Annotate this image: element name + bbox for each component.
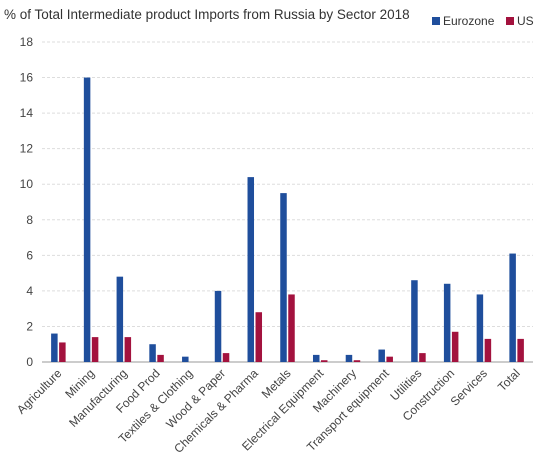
x-tick-label-agriculture: Agriculture [14,366,65,417]
y-tick-label-10: 10 [20,177,34,191]
bar-us-wood-and-paper [222,353,230,362]
bar-us-metals [288,294,295,362]
bar-eurozone-machinery [345,354,353,362]
bar-us-agriculture [59,342,66,362]
bar-eurozone-mining [83,77,91,363]
bar-us-manufacturing [124,337,132,362]
bar-us-total [517,338,524,362]
bar-us-utilities [419,353,426,362]
bar-eurozone-metals [280,193,287,362]
y-tick-label-6: 6 [26,248,33,262]
legend-swatch-us [506,17,514,25]
bar-eurozone-utilities [411,280,418,362]
y-tick-label-0: 0 [26,355,33,369]
bar-eurozone-transport-equipment [378,349,385,362]
y-tick-label-4: 4 [26,284,33,298]
gridlines [42,41,533,363]
bar-us-services [484,338,492,362]
legend-label-eurozone: Eurozone [443,14,495,28]
bar-eurozone-wood-and-paper [214,290,222,362]
y-tick-label-16: 16 [20,71,34,85]
bar-eurozone-total [509,253,516,362]
bar-us-mining [91,337,99,362]
bar-eurozone-services [476,294,484,362]
bar-us-chemicals-and-pharma [255,312,263,362]
bar-us-machinery [353,360,361,362]
bar-eurozone-textiles-and-clothing [182,356,189,362]
bar-us-electrical-equipment [320,360,328,362]
bar-eurozone-manufacturing [116,276,124,362]
y-tick-label-18: 18 [20,35,34,49]
bar-us-food-prod [157,354,164,362]
bar-eurozone-agriculture [51,333,58,362]
x-tick-label-services: Services [448,366,490,408]
y-axis: 0 2 4 6 8 10 12 14 16 18 [20,35,34,369]
bar-us-transport-equipment [386,356,393,362]
x-tick-label-total: Total [495,366,523,394]
chart-title: % of Total Intermediate product Imports … [4,7,410,22]
y-tick-label-12: 12 [20,142,34,156]
y-tick-label-8: 8 [26,213,33,227]
bar-eurozone-construction [443,283,451,362]
legend: Eurozone US [432,14,534,28]
bars [51,77,524,363]
bar-eurozone-food-prod [149,344,156,362]
legend-swatch-eurozone [432,17,440,25]
bar-eurozone-electrical-equipment [312,354,320,362]
bar-us-construction [451,331,459,362]
bar-eurozone-chemicals-and-pharma [247,177,255,362]
legend-label-us: US [517,14,534,28]
y-tick-label-14: 14 [20,106,34,120]
y-tick-label-2: 2 [26,319,33,333]
